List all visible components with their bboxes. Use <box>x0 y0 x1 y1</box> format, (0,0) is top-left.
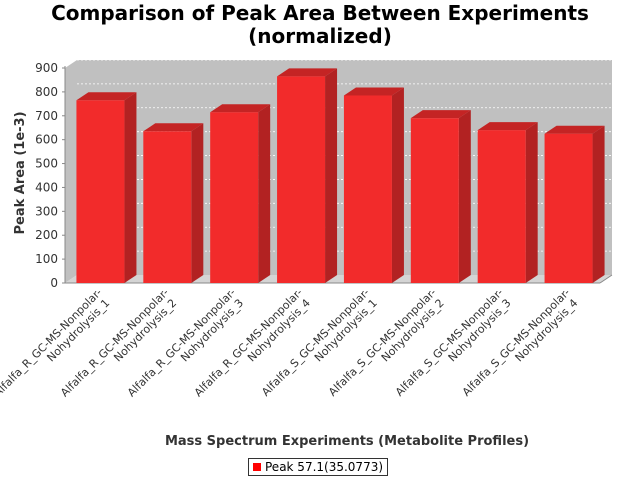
legend-swatch <box>253 463 261 471</box>
y-tick-label: 300 <box>35 204 58 218</box>
y-tick-label: 900 <box>35 61 58 75</box>
y-tick-label: 700 <box>35 109 58 123</box>
y-tick-label: 100 <box>35 252 58 266</box>
bar-side <box>258 104 271 283</box>
chart-title: Comparison of Peak Area Between Experime… <box>0 2 640 48</box>
chart-title-line-2: (normalized) <box>248 24 392 48</box>
bar-top <box>277 68 338 77</box>
bar-top <box>210 104 271 113</box>
bar-side <box>391 87 404 283</box>
bar <box>210 112 259 283</box>
bar-side <box>458 110 471 284</box>
bar <box>343 95 392 283</box>
bar-side <box>124 92 137 283</box>
bar <box>477 130 526 283</box>
bar <box>143 131 192 283</box>
y-tick-label: 600 <box>35 133 58 147</box>
plot-floor <box>65 275 612 283</box>
bar-top <box>544 125 605 134</box>
y-axis-title: Peak Area (1e-3) <box>13 111 28 234</box>
bar <box>277 76 326 283</box>
y-tick-label: 0 <box>50 276 58 290</box>
y-tick-label: 400 <box>35 180 58 194</box>
y-tick-label: 500 <box>35 157 58 171</box>
bar <box>76 100 125 283</box>
bar <box>544 133 593 283</box>
x-axis-depth-line <box>599 274 613 284</box>
bar-top <box>76 92 137 101</box>
bar-side <box>525 122 538 283</box>
legend-label: Peak 57.1(35.0773) <box>265 460 384 474</box>
bar-side <box>592 125 605 283</box>
bar-top <box>477 122 538 131</box>
bar-top <box>343 87 404 96</box>
bar-side <box>325 68 338 283</box>
legend: Peak 57.1(35.0773) <box>248 458 389 476</box>
bar-side <box>191 123 204 283</box>
x-axis-title: Mass Spectrum Experiments (Metabolite Pr… <box>165 434 529 449</box>
y-tick-label: 800 <box>35 85 58 99</box>
bar-top <box>143 123 204 132</box>
y-tick-label: 200 <box>35 228 58 242</box>
chart-title-line-1: Comparison of Peak Area Between Experime… <box>51 1 589 25</box>
bar <box>410 118 459 284</box>
bar-top <box>410 110 471 119</box>
